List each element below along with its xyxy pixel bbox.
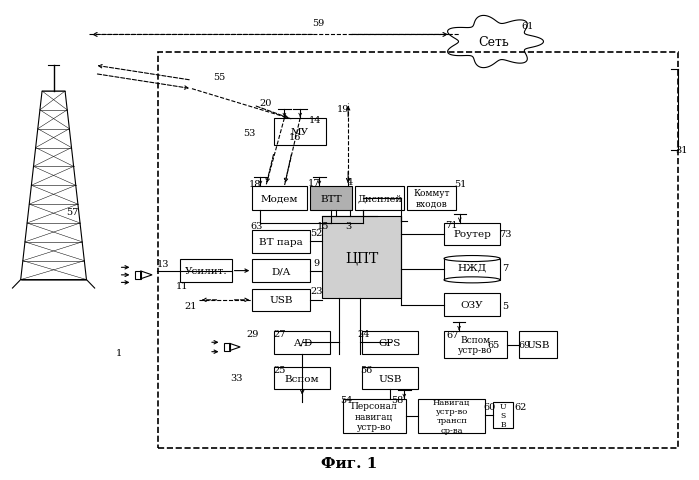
Bar	[493, 402, 512, 428]
Text: 57: 57	[66, 207, 79, 216]
Bar	[418, 399, 485, 433]
Text: МУ: МУ	[291, 128, 309, 137]
Bar	[252, 289, 310, 312]
Text: 25: 25	[273, 365, 286, 374]
Text: 20: 20	[260, 99, 272, 108]
Bar	[444, 259, 500, 280]
Text: A/D: A/D	[293, 338, 312, 347]
Text: USB: USB	[270, 296, 293, 305]
Text: 52: 52	[310, 229, 323, 238]
Text: U
S
B: U S B	[500, 402, 506, 428]
Text: 18: 18	[249, 180, 261, 189]
Bar	[322, 216, 401, 299]
Text: Персонал
навигац
устр-во: Персонал навигац устр-во	[351, 401, 398, 431]
Text: D/A: D/A	[272, 266, 291, 276]
Text: 4: 4	[347, 178, 352, 187]
Bar	[362, 331, 418, 354]
Bar	[362, 367, 418, 390]
Text: 19: 19	[336, 105, 349, 114]
Text: Вспом
устр-во: Вспом устр-во	[459, 335, 493, 355]
Text: 11: 11	[175, 282, 188, 290]
Bar	[519, 331, 557, 359]
Bar	[158, 53, 678, 448]
Bar	[444, 223, 500, 246]
Text: 21: 21	[185, 301, 197, 311]
Text: USB: USB	[526, 340, 550, 349]
Bar	[274, 119, 326, 146]
Bar	[310, 186, 352, 211]
Text: ЦПТ: ЦПТ	[345, 251, 378, 264]
Text: 3: 3	[345, 221, 352, 230]
Bar	[180, 260, 231, 282]
Text: 51: 51	[454, 180, 467, 189]
Bar	[252, 230, 310, 253]
Text: 62: 62	[514, 403, 527, 411]
Text: 14: 14	[309, 116, 322, 124]
Text: 55: 55	[213, 73, 226, 82]
Bar	[444, 294, 500, 316]
Text: 15: 15	[317, 221, 330, 230]
Text: 27: 27	[273, 330, 286, 338]
Bar	[274, 331, 331, 354]
Text: ВТ пара: ВТ пара	[259, 238, 303, 246]
Text: 61: 61	[521, 22, 534, 30]
Bar	[355, 186, 404, 211]
Text: 71: 71	[445, 220, 457, 229]
Text: 54: 54	[340, 396, 352, 405]
Text: Навигац
устр-во
трансп
ср-ва: Навигац устр-во трансп ср-ва	[433, 398, 470, 434]
Ellipse shape	[444, 256, 500, 262]
Text: 9: 9	[314, 258, 319, 267]
Text: ВТТ: ВТТ	[320, 194, 342, 203]
Text: 67: 67	[446, 331, 459, 339]
Text: Дисплей: Дисплей	[357, 194, 402, 203]
Text: 31: 31	[675, 146, 687, 155]
Bar	[343, 399, 405, 433]
Text: USB: USB	[378, 374, 402, 383]
Text: Вспом: Вспом	[285, 374, 319, 383]
Text: 33: 33	[230, 373, 243, 382]
Text: 53: 53	[243, 128, 256, 137]
Text: 59: 59	[312, 19, 325, 28]
Text: 60: 60	[484, 403, 496, 411]
Text: 73: 73	[499, 230, 512, 239]
Text: 23: 23	[310, 286, 323, 295]
Text: 7: 7	[503, 264, 509, 273]
Text: 5: 5	[503, 301, 509, 311]
Ellipse shape	[444, 277, 500, 283]
Text: 16: 16	[289, 133, 301, 142]
Text: 69: 69	[519, 340, 531, 349]
Text: 29: 29	[246, 330, 259, 338]
Text: Фиг. 1: Фиг. 1	[322, 456, 377, 470]
Text: 58: 58	[391, 396, 403, 405]
Text: GPS: GPS	[379, 338, 401, 347]
Polygon shape	[447, 16, 543, 69]
Text: Роутер: Роутер	[453, 230, 491, 239]
Text: Усилит.: Усилит.	[185, 266, 227, 276]
Text: 56: 56	[360, 365, 372, 374]
Bar	[252, 186, 307, 211]
Bar	[274, 367, 331, 390]
Text: ОЗУ: ОЗУ	[461, 300, 484, 310]
Bar	[444, 331, 507, 359]
Text: 13: 13	[157, 259, 169, 268]
Text: 65: 65	[487, 340, 500, 349]
Text: 17: 17	[308, 179, 320, 188]
Text: Модем: Модем	[261, 194, 298, 203]
Bar	[252, 260, 310, 282]
Text: Коммут
входов: Коммут входов	[413, 189, 450, 208]
Bar	[407, 186, 456, 211]
Text: 1: 1	[115, 348, 122, 358]
Text: 63: 63	[251, 221, 264, 230]
Text: 24: 24	[357, 330, 370, 338]
Text: НЖД: НЖД	[458, 263, 487, 272]
Text: Сеть: Сеть	[478, 36, 509, 49]
